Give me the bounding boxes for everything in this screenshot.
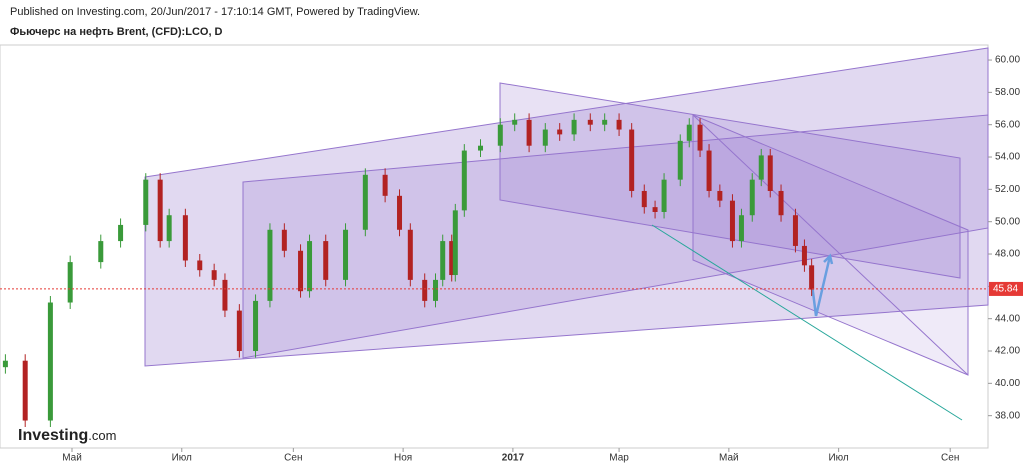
candle-body — [461, 150, 467, 211]
candle-body — [801, 245, 807, 266]
candle-body — [452, 210, 458, 276]
x-tick-label: Сен — [284, 453, 302, 464]
candle-body — [211, 270, 217, 280]
channel — [499, 82, 961, 279]
candle-body — [298, 250, 304, 292]
candle-body — [717, 190, 723, 201]
candle-body — [497, 124, 503, 146]
candle-body — [449, 241, 455, 276]
channel — [242, 114, 989, 359]
candle-body — [629, 129, 635, 191]
x-tick-label: Май — [719, 453, 739, 464]
logo-suffix: .com — [88, 428, 117, 443]
last-price-badge — [989, 281, 1023, 296]
candle-body — [478, 145, 484, 151]
x-tick-label: Июл — [172, 453, 192, 464]
y-tick-label: 40.00 — [995, 378, 1020, 389]
candle-body — [767, 155, 773, 191]
candle-body — [253, 300, 259, 352]
candle-body — [323, 241, 329, 280]
y-tick-label: 38.00 — [995, 410, 1020, 421]
x-tick-label: Мар — [609, 453, 629, 464]
candle-body — [706, 150, 712, 191]
y-tick-label: 42.00 — [995, 346, 1020, 357]
candle-body — [542, 129, 548, 146]
candle-body — [792, 215, 798, 246]
candle-body — [512, 119, 518, 125]
candle-body — [526, 119, 532, 146]
candle-body — [182, 215, 188, 261]
candle-body — [2, 360, 8, 368]
candle-body — [118, 224, 124, 242]
candle-body — [222, 279, 228, 311]
candle-body — [661, 179, 667, 212]
y-tick-label: 58.00 — [995, 87, 1020, 98]
trend-line — [692, 114, 969, 376]
candle-body — [602, 119, 608, 125]
candle-body — [47, 302, 53, 421]
candle-body — [422, 279, 428, 301]
candle-body — [758, 155, 764, 180]
candle-body — [98, 241, 104, 263]
candle-body — [557, 129, 563, 135]
y-tick-label: 50.00 — [995, 216, 1020, 227]
candle-body — [440, 241, 446, 280]
candle-body — [397, 195, 403, 230]
candle-body — [749, 179, 755, 216]
candle-body — [22, 360, 28, 421]
candle-body — [143, 179, 149, 225]
candle-body — [616, 119, 622, 130]
trend-line — [651, 224, 963, 421]
candle-body — [571, 119, 577, 135]
y-tick-label: 60.00 — [995, 55, 1020, 66]
candle-body — [729, 200, 735, 242]
candle-body — [157, 179, 163, 242]
candle-body — [809, 265, 815, 290]
candle-body — [267, 229, 273, 301]
logo: Investing.com — [18, 427, 116, 445]
arrow-head — [823, 253, 834, 265]
candle-body — [362, 174, 368, 230]
candle-body — [236, 310, 242, 352]
channel — [144, 47, 989, 367]
y-tick-label: 44.00 — [995, 313, 1020, 324]
candle-body — [677, 140, 683, 180]
x-tick-label: Ноя — [394, 453, 412, 464]
candle-body — [686, 124, 692, 141]
instrument-title: Фьючерс на нефть Brent, (CFD):LCO, D — [10, 26, 223, 38]
y-tick-label: 54.00 — [995, 152, 1020, 163]
candle-body — [641, 190, 647, 208]
y-tick-label: 48.00 — [995, 249, 1020, 260]
y-tick-label: 52.00 — [995, 184, 1020, 195]
candle-body — [382, 174, 388, 196]
x-tick-label: Май — [62, 453, 82, 464]
candle-body — [197, 260, 203, 271]
x-tick-label: 2017 — [502, 453, 525, 464]
logo-name: Investing — [18, 427, 89, 444]
candle-body — [343, 229, 349, 280]
candle-body — [281, 229, 287, 251]
candle-body — [407, 229, 413, 280]
candle-body — [166, 215, 172, 242]
drawings — [144, 47, 989, 421]
candle-body — [652, 207, 658, 212]
candle-body — [587, 119, 593, 125]
candle-body — [738, 215, 744, 242]
x-tick-label: Июл — [828, 453, 848, 464]
y-tick-label: 56.00 — [995, 119, 1020, 130]
candle-body — [67, 262, 73, 303]
x-tick-label: Сен — [941, 453, 959, 464]
published-note: Published on Investing.com, 20/Jun/2017 … — [10, 6, 421, 18]
candle-body — [307, 241, 313, 292]
last-price-label: 45.84 — [993, 284, 1018, 295]
candle-body — [697, 124, 703, 151]
candle-body — [433, 279, 439, 301]
candle-body — [778, 190, 784, 216]
